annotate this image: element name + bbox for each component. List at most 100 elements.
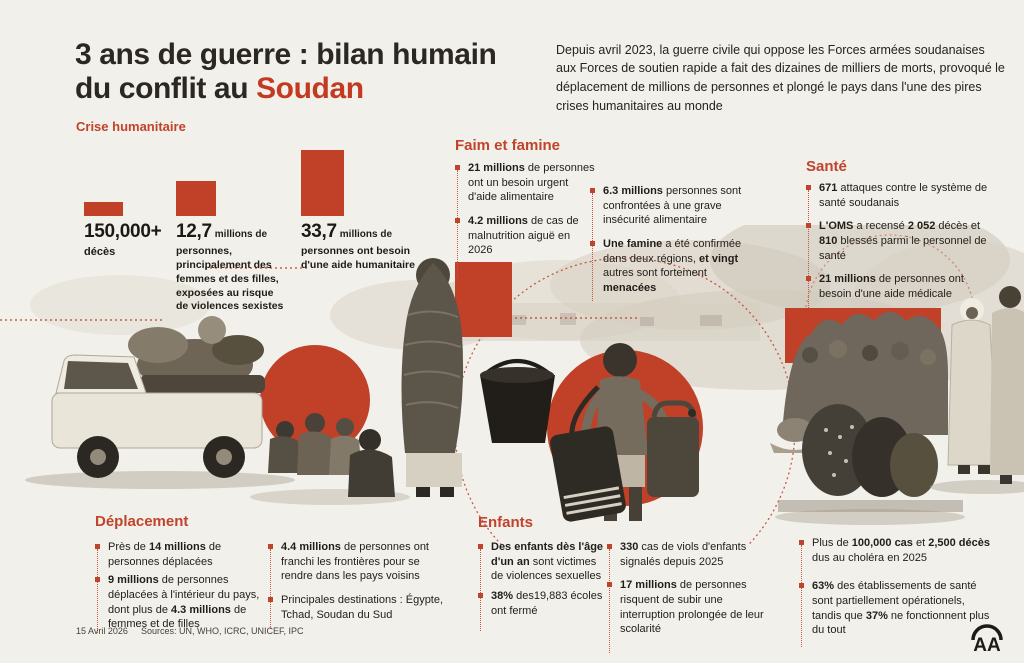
stat-text: 671 attaques contre le système de santé … — [819, 182, 988, 209]
stat-text: Des enfants dès l'âge d'un an sont victi… — [491, 541, 604, 583]
bar-violences — [176, 181, 216, 216]
stat-text: Principales destinations : Égypte, Tchad… — [281, 593, 444, 621]
sante-col1: 671 attaques contre le système de santé … — [806, 181, 991, 310]
stat-text: 38% des19,883 écoles ont fermé — [491, 589, 603, 617]
deplacement-col1: Près de 14 millions de personnes déplacé… — [95, 540, 265, 641]
stat-item: 6.3 millions personnes sont confrontées … — [590, 184, 752, 228]
section-title-sante: Santé — [806, 158, 847, 175]
bullet-square-icon — [95, 577, 100, 583]
red-square-accent — [455, 262, 512, 337]
bar-desc: personnes ont besoin d'une aide humanita… — [301, 245, 415, 271]
bullet-square-icon — [455, 165, 460, 170]
bullet-square-icon — [268, 596, 273, 602]
publication-date: 15 Avril 2026 — [76, 626, 128, 636]
walking-women-photo — [930, 286, 1024, 494]
chart-title: Crise humanitaire — [76, 119, 186, 134]
deplacement-col2: 4.4 millions de personnes ont franchi le… — [268, 540, 450, 631]
title-accent: Soudan — [256, 72, 364, 106]
crowd-photo — [770, 312, 965, 525]
stat-item: 38% des19,883 écoles ont fermé — [478, 589, 604, 618]
stat-text: 330 cas de viols d'enfants signalés depu… — [620, 541, 747, 568]
stat-item: 330 cas de viols d'enfants signalés depu… — [607, 540, 765, 569]
dotted-line — [270, 549, 271, 629]
dotted-line — [480, 549, 481, 631]
bullet-square-icon — [806, 223, 811, 229]
enfants-col2: 330 cas de viols d'enfants signalés depu… — [607, 540, 765, 653]
stat-item: Plus de 100,000 cas et 2,500 décès dus a… — [799, 536, 991, 565]
bullet-square-icon — [590, 188, 595, 193]
bar-unit: millions de — [214, 229, 268, 240]
bar-value: 33,7 — [301, 221, 337, 242]
dotted-line — [457, 170, 458, 278]
stat-item: 21 millions de personnes ont besoin d'un… — [806, 272, 991, 301]
stat-text: Plus de 100,000 cas et 2,500 décès dus a… — [812, 537, 990, 564]
bullet-square-icon — [95, 544, 100, 549]
enfants-col1: Des enfants dès l'âge d'un an sont victi… — [478, 540, 604, 631]
stat-item: Une famine a été confirmée dans deux rég… — [590, 237, 752, 296]
displaced-family-photo — [250, 413, 410, 505]
woman-shawl-photo — [401, 258, 555, 497]
bullet-square-icon — [806, 276, 811, 282]
bar-deces — [84, 202, 123, 216]
stat-text: L'OMS a recensé 2 052 décès et 810 bless… — [819, 220, 987, 262]
sources-note: Sources: UN, WHO, ICRC, UNICEF, IPC — [141, 626, 304, 636]
svg-text:AA: AA — [973, 635, 1001, 656]
stat-item: Principales destinations : Égypte, Tchad… — [268, 593, 450, 622]
dotted-line — [801, 545, 802, 647]
stat-item: 9 millions de personnes déplacées à l'in… — [95, 573, 265, 632]
bullet-square-icon — [607, 582, 612, 588]
village-backdrop — [430, 303, 760, 341]
bullet-square-icon — [455, 217, 460, 223]
bar-label: 12,7 millions de personnes, principalemen… — [176, 221, 288, 314]
bar-value: 12,7 — [176, 221, 212, 242]
title-line1: 3 ans de guerre : bilan humain — [75, 38, 497, 71]
stat-text: 6.3 millions personnes sont confrontées … — [603, 185, 742, 227]
bar-value: 150,000+ — [84, 221, 162, 242]
page-title: 3 ans de guerre : bilan humain du confli… — [75, 38, 497, 106]
stat-item: 671 attaques contre le système de santé … — [806, 181, 991, 210]
sante-col2: Plus de 100,000 cas et 2,500 décès dus a… — [799, 536, 991, 647]
bar-label: 33,7 millions de personnes ont besoin d'u… — [301, 221, 416, 273]
bar-desc: décès — [84, 246, 116, 258]
stat-item: Des enfants dès l'âge d'un an sont victi… — [478, 540, 604, 584]
stat-text: 21 millions de personnes ont besoin d'un… — [819, 273, 964, 300]
stat-item: 4.2 millions de cas de malnutrition aigu… — [455, 214, 595, 258]
stat-item: 21 millions de personnes ont un besoin u… — [455, 161, 595, 205]
stat-text: 4.2 millions de cas de malnutrition aigu… — [468, 214, 579, 257]
bar-unit: millions de — [339, 229, 393, 240]
stat-item: 17 millions de personnes risquent de sub… — [607, 578, 765, 637]
stat-text: Une famine a été confirmée dans deux rég… — [603, 237, 742, 294]
dotted-line — [609, 549, 610, 653]
stat-text: 63% des établissements de santé sont par… — [812, 580, 990, 637]
stat-item: 63% des établissements de santé sont par… — [799, 579, 991, 638]
stat-text: 21 millions de personnes ont un besoin u… — [468, 162, 595, 204]
bar-aide — [301, 150, 344, 216]
bar-desc: personnes, principalement des femmes et … — [176, 245, 284, 313]
stat-item: L'OMS a recensé 2 052 décès et 810 bless… — [806, 219, 991, 263]
bar-label: 150,000+ décès — [84, 221, 176, 260]
famine-col1: 21 millions de personnes ont un besoin u… — [455, 161, 595, 278]
red-square-accent — [785, 308, 941, 363]
bullet-square-icon — [607, 544, 612, 549]
stat-text: 17 millions de personnes risquent de sub… — [620, 579, 764, 636]
bullet-square-icon — [799, 540, 804, 545]
stat-text: 4.4 millions de personnes ont franchi le… — [281, 541, 429, 583]
famine-col2: 6.3 millions personnes sont confrontées … — [590, 184, 752, 304]
truck-illustration — [25, 316, 295, 489]
red-circle-accent — [260, 345, 370, 455]
bullet-square-icon — [799, 583, 804, 589]
red-circle-accent — [547, 350, 703, 506]
section-title-famine: Faim et famine — [455, 137, 561, 154]
aa-logo: AA — [971, 624, 1003, 656]
title-line2: du conflit au — [75, 72, 257, 106]
bullet-square-icon — [478, 592, 483, 598]
stat-item: Près de 14 millions de personnes déplacé… — [95, 540, 265, 569]
section-title-enfants: Enfants — [478, 514, 534, 531]
dotted-line — [97, 549, 98, 633]
bullet-square-icon — [478, 544, 483, 549]
bullet-square-icon — [268, 544, 273, 549]
intro-paragraph: Depuis avril 2023, la guerre civile qui … — [556, 42, 1005, 113]
boy-jerrycan-photo — [550, 343, 699, 522]
bullet-square-icon — [806, 185, 811, 190]
stat-text: 9 millions de personnes déplacées à l'in… — [108, 574, 260, 631]
